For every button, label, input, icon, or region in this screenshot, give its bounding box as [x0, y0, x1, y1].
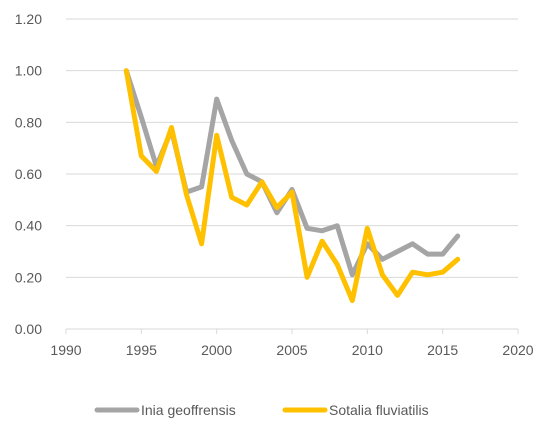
x-tick-label: 1995: [126, 342, 157, 358]
x-tick-label: 2010: [352, 342, 383, 358]
legend-label-1: Inia geoffrensis: [141, 402, 236, 418]
series-line-1: [123, 68, 461, 278]
x-tick-label: 2015: [427, 342, 458, 358]
y-tick-label: 0.40: [15, 218, 42, 234]
x-tick-label: 2005: [276, 342, 307, 358]
y-tick-label: 0.80: [15, 114, 42, 130]
grid-lines: [66, 18, 518, 278]
x-axis-tick-labels: 1990 1995 2000 2005 2010 2015 2020: [50, 329, 534, 358]
series-line-2: [123, 68, 461, 304]
y-tick-label: 1.20: [15, 11, 42, 27]
legend-label-2: Sotalia fluviatilis: [329, 402, 429, 418]
y-tick-label: 0.60: [15, 166, 42, 182]
legend: Inia geoffrensis Sotalia fluviatilis: [94, 402, 429, 418]
y-tick-label: 0.20: [15, 269, 42, 285]
x-tick-label: 1990: [50, 342, 81, 358]
y-tick-label: 1.00: [15, 63, 42, 79]
x-tick-label: 2000: [201, 342, 232, 358]
y-axis-tick-labels: 0.00 0.20 0.40 0.60 0.80 1.00 1.20: [15, 11, 42, 337]
series-lines: [123, 68, 461, 304]
x-tick-label: 2020: [502, 342, 533, 358]
y-tick-label: 0.00: [15, 321, 42, 337]
